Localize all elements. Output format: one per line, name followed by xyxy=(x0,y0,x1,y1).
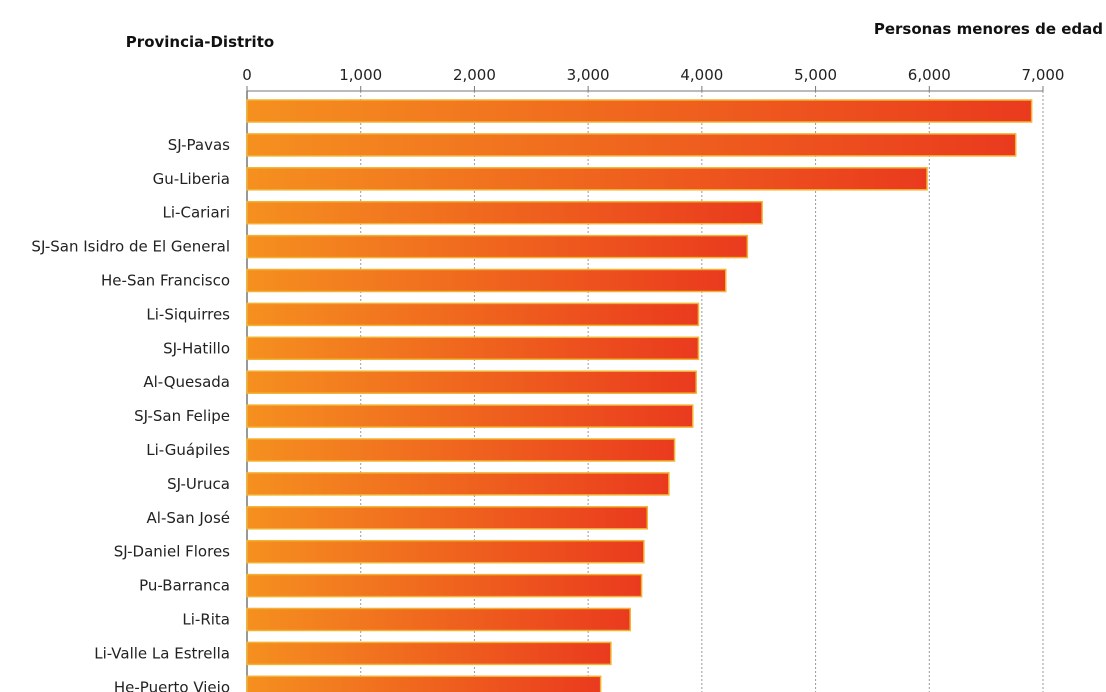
category-label: Gu-Liberia xyxy=(153,170,230,188)
category-label: He-San Francisco xyxy=(101,272,230,290)
x-tick-label: 3,000 xyxy=(567,66,610,84)
x-axis-title: Personas menores de edad xyxy=(874,20,1103,38)
category-label: Li-Cariari xyxy=(163,204,230,222)
x-tick-label: 4,000 xyxy=(680,66,723,84)
bar xyxy=(246,539,645,564)
bar xyxy=(246,506,649,530)
category-label: Al-San José xyxy=(147,509,230,527)
x-tick-label: 0 xyxy=(242,66,252,84)
bar xyxy=(246,370,697,394)
bar xyxy=(246,99,1033,123)
category-label: Li-Guápiles xyxy=(146,441,230,459)
category-label: Li-Valle La Estrella xyxy=(94,644,230,662)
x-tick-label: 5,000 xyxy=(794,66,837,84)
y-axis-title: Provincia-Distrito xyxy=(126,33,274,51)
category-label: He-Puerto Viejo xyxy=(114,678,230,692)
x-tick-label: 6,000 xyxy=(908,66,951,84)
bar xyxy=(246,336,700,361)
bar xyxy=(246,234,749,259)
category-label: Pu-Barranca xyxy=(139,577,230,595)
x-tick-label: 7,000 xyxy=(1022,66,1065,84)
category-label: SJ-San Felipe xyxy=(134,407,230,425)
bars xyxy=(246,99,1033,692)
bar xyxy=(246,133,1017,157)
category-labels: SJ-Pavas Gu-Liberia Li-Cariari SJ-San Isidr… xyxy=(31,136,230,692)
bar xyxy=(246,607,631,632)
bar xyxy=(246,167,928,191)
x-tick-label: 1,000 xyxy=(339,66,382,84)
category-label: Al-Quesada xyxy=(143,373,230,391)
bar xyxy=(246,438,676,462)
bar xyxy=(246,675,602,692)
bar xyxy=(246,573,643,598)
category-label: SJ-Pavas xyxy=(168,136,230,154)
bar xyxy=(246,200,763,225)
bar xyxy=(246,404,694,428)
category-label: SJ-Uruca xyxy=(167,475,230,493)
bar xyxy=(246,472,670,496)
bar xyxy=(246,268,727,293)
category-label: SJ-Daniel Flores xyxy=(114,543,230,561)
category-label: Li-Rita xyxy=(182,611,230,629)
category-label: SJ-Hatillo xyxy=(163,339,230,357)
x-tick-labels: 0 1,000 2,000 3,000 4,000 5,000 6,000 7,000 xyxy=(242,66,1064,84)
category-label: Li-Siquirres xyxy=(146,305,230,323)
bar xyxy=(246,302,700,327)
x-tick-label: 2,000 xyxy=(453,66,496,84)
category-label: SJ-San Isidro de El General xyxy=(31,238,230,256)
bar xyxy=(246,641,612,666)
